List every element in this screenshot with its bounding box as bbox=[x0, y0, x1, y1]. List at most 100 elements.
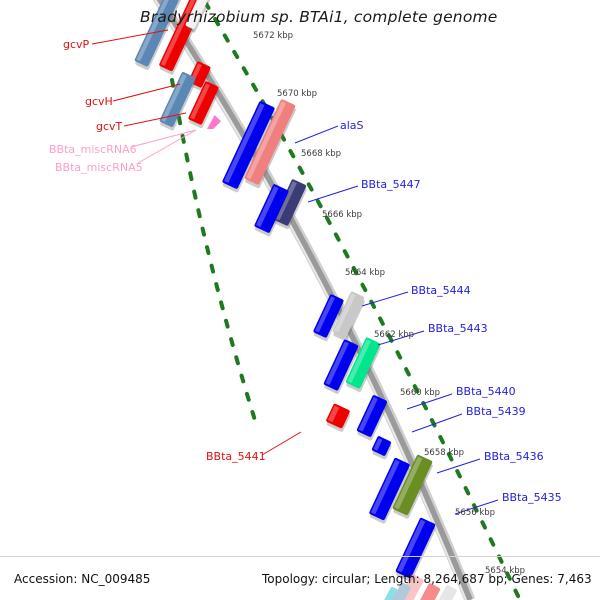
cds-bar[interactable] bbox=[221, 101, 278, 193]
cds-bar[interactable] bbox=[133, 0, 187, 71]
cds-bar-highlight bbox=[161, 73, 187, 122]
cds-bar-body[interactable] bbox=[313, 294, 344, 338]
leader-line-bbta_5436 bbox=[436, 458, 481, 474]
feature-label-alas[interactable]: alaS bbox=[340, 119, 364, 132]
ruler-tick-label: 5658 kbp bbox=[424, 448, 465, 458]
leader-line-gcvp bbox=[91, 29, 169, 45]
footer-stats: Topology: circular; Length: 8,264,687 bp… bbox=[262, 572, 592, 586]
feature-label-bbta_5435[interactable]: BBta_5435 bbox=[502, 491, 562, 504]
cds-bar[interactable] bbox=[312, 294, 346, 342]
ruler-tick-label: 5662 kbp bbox=[374, 330, 415, 340]
cds-bar-highlight bbox=[136, 0, 176, 62]
cds-bar[interactable] bbox=[394, 517, 438, 582]
cds-bar-body[interactable] bbox=[185, 0, 217, 30]
feature-label-bbta_5447[interactable]: BBta_5447 bbox=[361, 178, 421, 191]
feature-label-bbta_5443[interactable]: BBta_5443 bbox=[428, 322, 488, 335]
ruler-tick-label: 5660 kbp bbox=[400, 388, 441, 398]
leader-line-bbta_5447 bbox=[307, 185, 359, 203]
feature-label-gcvt[interactable]: gcvT bbox=[96, 120, 123, 133]
cds-bar-highlight bbox=[334, 293, 356, 333]
ruler-tick-label: 5656 kbp bbox=[455, 508, 496, 518]
cds-bar-body[interactable] bbox=[356, 394, 388, 437]
faded-bar-red bbox=[418, 583, 441, 600]
leader-line-alas bbox=[294, 125, 339, 144]
feature-label-bbta_miscrna6[interactable]: BBta_miscRNA6 bbox=[49, 143, 137, 156]
leader-line-bbta_5443 bbox=[377, 330, 425, 346]
cds-bar[interactable] bbox=[322, 339, 361, 395]
faded-feature-group bbox=[382, 574, 457, 600]
cds-bar-body[interactable] bbox=[392, 454, 433, 516]
ruler-tick-label: 5672 kbp bbox=[253, 31, 294, 41]
cds-bar-highlight bbox=[325, 341, 349, 385]
cds-bar[interactable] bbox=[187, 81, 221, 129]
leader-line-bbta_5440 bbox=[406, 393, 453, 410]
feature-label-bbta_5439[interactable]: BBta_5439 bbox=[466, 405, 526, 418]
ruler-tick-arc-outer bbox=[201, 0, 522, 600]
cds-bar-highlight bbox=[397, 519, 426, 573]
cds-bar-body[interactable] bbox=[371, 436, 392, 457]
feature-label-gcvh[interactable]: gcvH bbox=[85, 95, 113, 108]
cds-bar-body[interactable] bbox=[188, 81, 219, 125]
cds-bar[interactable] bbox=[253, 184, 291, 237]
feature-label-bbta_5441[interactable]: BBta_5441 bbox=[206, 450, 266, 463]
rna-feature-group[interactable] bbox=[207, 115, 221, 129]
feature-label-bbta_miscrna5[interactable]: BBta_miscRNA5 bbox=[55, 161, 143, 174]
rna-arrow-glyph[interactable] bbox=[207, 115, 221, 129]
footer-divider bbox=[0, 556, 600, 557]
faded-bar-gray bbox=[437, 585, 457, 600]
cds-bar-highlight bbox=[275, 181, 297, 221]
cds-bar-body[interactable] bbox=[134, 0, 185, 67]
leader-line-bbta_miscrna5 bbox=[137, 129, 197, 164]
leader-line-gcvh bbox=[112, 83, 181, 102]
cds-bar-body[interactable] bbox=[395, 517, 436, 579]
cds-bar[interactable] bbox=[324, 403, 352, 432]
rna-feature[interactable] bbox=[207, 115, 221, 129]
faded-bar-steel bbox=[392, 582, 411, 600]
cds-bar[interactable] bbox=[184, 0, 219, 33]
label-leader-group bbox=[91, 29, 499, 515]
cds-bar[interactable] bbox=[367, 457, 412, 524]
ruler-tick-label: 5670 kbp bbox=[277, 89, 318, 99]
cds-bar-body[interactable] bbox=[326, 403, 351, 429]
leader-line-bbta_5444 bbox=[361, 291, 409, 307]
footer-accession: Accession: NC_009485 bbox=[14, 572, 151, 586]
cds-bar-body[interactable] bbox=[273, 179, 307, 227]
page-title: Bradyrhizobium sp. BTAi1, complete genom… bbox=[140, 8, 498, 26]
tick-dots-right bbox=[201, 0, 522, 600]
cds-bar[interactable] bbox=[370, 436, 393, 460]
cds-bar-body[interactable] bbox=[332, 291, 365, 338]
cds-bar-body[interactable] bbox=[254, 184, 289, 234]
ruler-tick-arc-inner bbox=[170, 78, 260, 432]
ruler-tick-label: 5668 kbp bbox=[301, 149, 342, 159]
cds-bar-body[interactable] bbox=[323, 339, 359, 391]
leader-line-bbta_5439 bbox=[411, 413, 463, 433]
cds-bar-body[interactable] bbox=[369, 457, 411, 521]
cds-bar-body[interactable] bbox=[222, 101, 275, 190]
cds-bar-highlight bbox=[187, 0, 211, 26]
cds-bar-body[interactable] bbox=[159, 71, 196, 127]
faded-bar-salmon bbox=[398, 574, 424, 600]
cds-bar-body[interactable] bbox=[345, 337, 381, 389]
cds-bar[interactable] bbox=[344, 337, 383, 393]
feature-label-gcvp[interactable]: gcvP bbox=[63, 38, 90, 51]
leader-line-bbta_5435 bbox=[454, 499, 499, 515]
feature-label-bbta_5444[interactable]: BBta_5444 bbox=[411, 284, 471, 297]
ruler-tick-label: 5664 kbp bbox=[345, 268, 386, 278]
ruler-tick-label: 5666 kbp bbox=[322, 210, 363, 220]
cds-bar[interactable] bbox=[272, 179, 309, 230]
cds-bar[interactable] bbox=[391, 454, 435, 519]
cds-bar-body[interactable] bbox=[244, 99, 296, 186]
feature-label-bbta_5436[interactable]: BBta_5436 bbox=[484, 450, 544, 463]
cds-feature-group[interactable] bbox=[133, 0, 438, 582]
cds-bar-highlight bbox=[315, 296, 335, 333]
leader-line-bbta_5441 bbox=[261, 431, 302, 456]
leader-line-bbta_miscrna6 bbox=[130, 129, 197, 148]
cds-bar-highlight bbox=[347, 339, 371, 383]
feature-label-bbta_5440[interactable]: BBta_5440 bbox=[456, 385, 516, 398]
cds-bar-highlight bbox=[160, 0, 204, 66]
cds-bar[interactable] bbox=[355, 394, 389, 441]
cds-bar[interactable] bbox=[331, 291, 367, 342]
cds-bar[interactable] bbox=[243, 99, 298, 189]
